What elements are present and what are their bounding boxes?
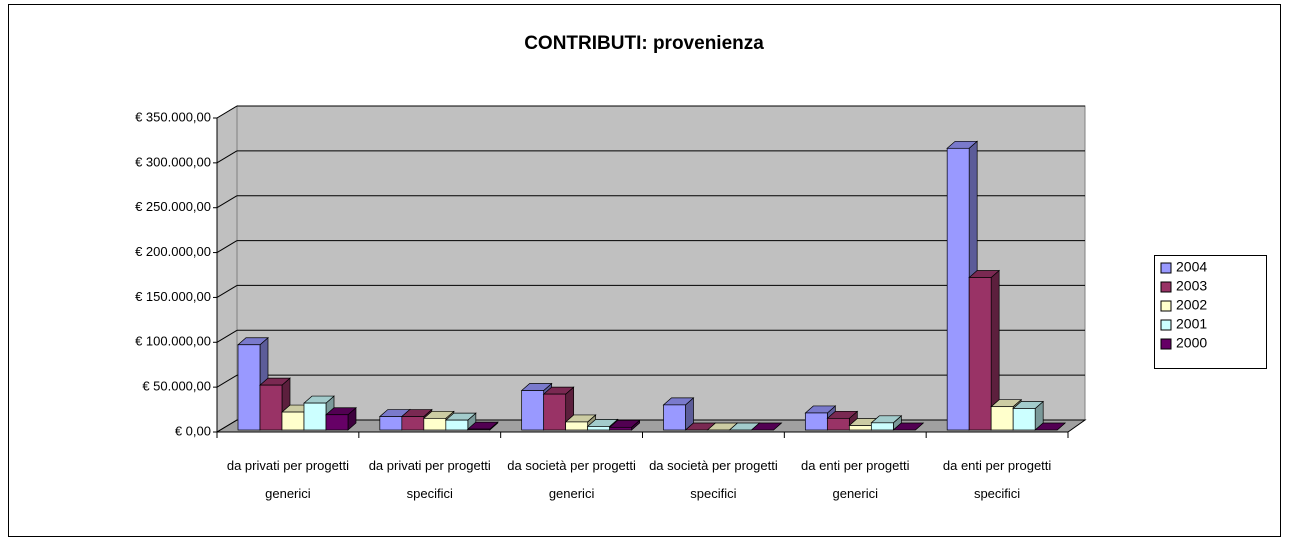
bar-front [990,406,1014,431]
bar [892,422,925,431]
bar-front [303,402,327,431]
bar [608,419,641,431]
bar-front [663,404,686,431]
bar-front [870,422,894,431]
x-tick-label: da privati per progetti generici [226,458,349,501]
legend-box [1154,255,1267,369]
bar [466,421,499,431]
x-tick-label: da enti per progetti generici [801,458,910,501]
bar-front [445,419,469,431]
bar-front [259,384,283,431]
legend-label: 2002 [1176,297,1207,313]
y-tick-label: € 50.000,00 [142,379,211,394]
y-tick-label: € 200.000,00 [135,244,211,259]
bar-top [750,422,783,431]
x-tick-label: da privati per progetti specifici [368,458,491,501]
bar [870,415,903,431]
bar [325,406,357,431]
legend-label: 2003 [1176,278,1207,294]
legend-label: 2001 [1176,316,1207,332]
x-tick-label: da enti per progetti specifici [942,458,1052,501]
grid-line [216,240,238,254]
chart-title: CONTRIBUTI: provenienza [524,33,764,54]
bar-front [565,421,589,431]
bar-front [379,416,403,431]
bar-front [804,412,828,431]
bar-front [237,344,261,431]
bar [444,412,477,431]
legend-label: 2000 [1176,335,1207,351]
legend-swatch [1160,300,1172,312]
legend-swatch [1160,338,1172,350]
legend-swatch [1160,319,1172,331]
bar-front [587,426,611,431]
bar [1034,422,1067,431]
grid-line [216,419,238,433]
bar-front [609,426,633,431]
bar-front [401,416,425,431]
bar-front [1012,408,1036,431]
grid-line [216,195,238,209]
x-tick-label: da società per progetti generici [507,458,636,501]
bar-front [543,393,567,431]
bar-front [946,147,970,431]
bar [750,422,783,431]
bar-front [325,414,349,431]
grid-line [216,284,238,298]
legend-swatch [1160,281,1172,293]
grid-line [216,150,238,164]
grid-line [216,374,238,388]
y-tick-label: € 100.000,00 [135,334,211,349]
bar-front [281,411,305,431]
bar-front [423,417,447,431]
y-tick-label: € 0,00 [175,423,211,438]
bar-top [1034,422,1067,431]
bar [1012,400,1045,431]
y-tick-label: € 150.000,00 [135,289,211,304]
grid-line [216,105,238,119]
bar-front [968,277,992,431]
bar-front [467,428,491,431]
y-tick-label: € 350.000,00 [135,109,211,124]
legend-swatch [1160,262,1172,274]
bar [968,269,1001,431]
y-tick-label: € 300.000,00 [135,154,211,169]
bar [662,397,695,431]
bar-top [892,422,925,431]
grid-line [216,329,238,343]
bar-front [826,417,850,431]
y-tick-label: € 250.000,00 [135,199,211,214]
bar-front [521,390,545,431]
x-tick-label: da società per progetti specifici [649,458,778,501]
legend-label: 2004 [1176,259,1207,275]
side-wall [216,105,238,433]
bar-front [848,425,872,431]
